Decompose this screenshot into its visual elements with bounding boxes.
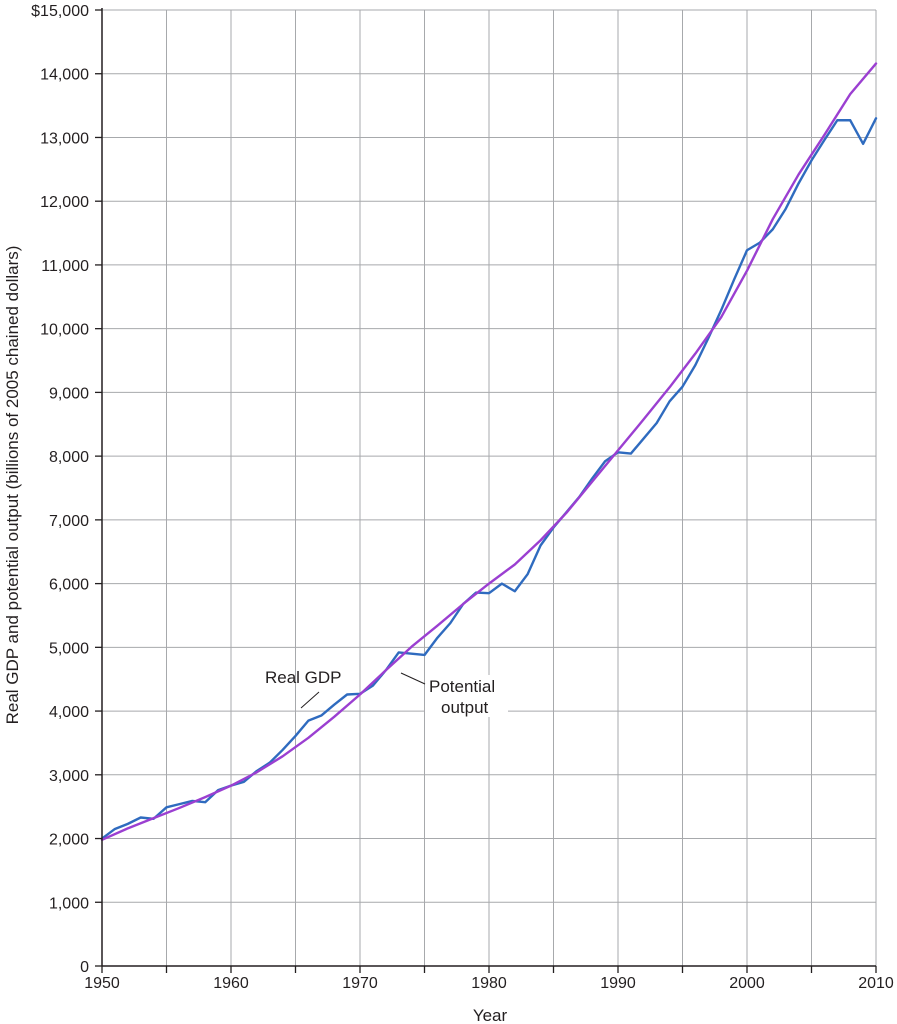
real-gdp-leader-line	[300, 691, 320, 709]
y-tick-label: 0	[80, 959, 89, 976]
potential-output-line	[100, 62, 878, 842]
x-tick-label: 1990	[600, 975, 636, 992]
grid-lines	[101, 9, 877, 967]
y-tick-label: $15,000	[31, 3, 89, 20]
x-tick-label: 2010	[858, 975, 894, 992]
y-tick-label: 3,000	[49, 768, 89, 785]
y-axis-title: Real GDP and potential output (billions …	[3, 246, 22, 725]
y-tick-label: 9,000	[49, 385, 89, 402]
y-tick-label: 10,000	[40, 322, 89, 339]
potential-annotation-background	[425, 675, 508, 717]
x-axis-ticks: 1950 1960 1970 1980 1990 2000 2010	[84, 966, 894, 992]
x-axis-title: Year	[473, 1006, 508, 1024]
y-tick-label: 5,000	[49, 640, 89, 657]
series-lines	[100, 62, 878, 842]
x-tick-label: 1980	[471, 975, 507, 992]
x-tick-label: 1960	[213, 975, 249, 992]
y-tick-label: 2,000	[49, 832, 89, 849]
real-gdp-annotation: Real GDP	[265, 668, 342, 687]
y-tick-label: 7,000	[49, 513, 89, 530]
x-tick-label: 2000	[729, 975, 765, 992]
y-tick-label: 14,000	[40, 67, 89, 84]
x-tick-label: 1950	[84, 975, 120, 992]
y-tick-label: 6,000	[49, 577, 89, 594]
y-axis-ticks: 0 1,000 2,000 3,000 4,000 5,000 6,000 7,000 8,00…	[31, 3, 102, 976]
x-tick-label: 1970	[342, 975, 378, 992]
y-tick-label: 4,000	[49, 704, 89, 721]
potential-leader-line	[400, 672, 426, 685]
y-tick-label: 8,000	[49, 449, 89, 466]
y-tick-label: 13,000	[40, 130, 89, 147]
potential-annotation-line1: Potential	[429, 677, 495, 696]
potential-annotation-line2: output	[441, 698, 489, 717]
y-tick-label: 12,000	[40, 194, 89, 211]
y-tick-label: 11,000	[41, 258, 89, 275]
y-tick-label: 1,000	[49, 895, 89, 912]
